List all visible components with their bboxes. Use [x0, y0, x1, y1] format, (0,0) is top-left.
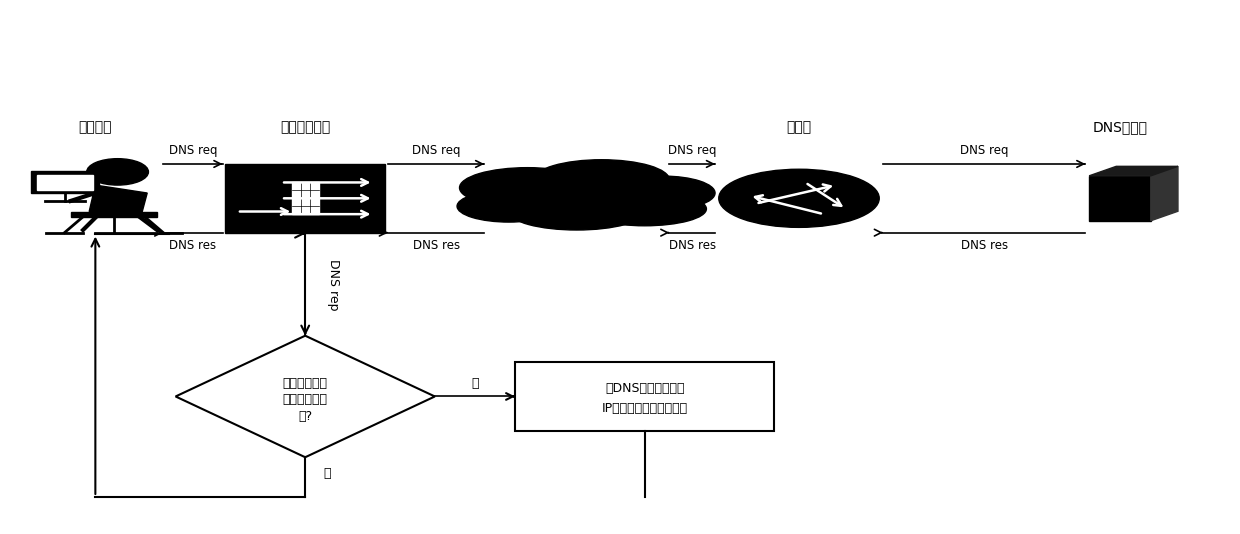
Ellipse shape: [460, 168, 595, 208]
Text: 将DNS响应报文中的: 将DNS响应报文中的: [605, 382, 684, 395]
Text: DNS req: DNS req: [960, 144, 1008, 157]
Text: DNS rep: DNS rep: [327, 259, 341, 310]
Bar: [291, 183, 319, 214]
Text: 中?: 中?: [298, 410, 312, 423]
Ellipse shape: [719, 169, 879, 227]
Bar: [515, 362, 774, 431]
Text: DNS req: DNS req: [169, 144, 217, 157]
Text: 否在匹配条件: 否在匹配条件: [283, 392, 327, 406]
Text: DNS res: DNS res: [961, 239, 1008, 253]
Ellipse shape: [533, 160, 670, 200]
Text: DNS res: DNS res: [668, 239, 715, 253]
Text: DNS服务器: DNS服务器: [1092, 120, 1147, 134]
Polygon shape: [89, 185, 148, 211]
Bar: [37, 175, 93, 191]
Text: 请求的域名是: 请求的域名是: [283, 377, 327, 390]
Text: 是: 是: [471, 377, 479, 390]
Ellipse shape: [611, 176, 715, 210]
Polygon shape: [71, 211, 157, 217]
Text: DNS res: DNS res: [413, 239, 460, 253]
Ellipse shape: [508, 193, 645, 230]
Circle shape: [87, 159, 149, 185]
Bar: [1089, 176, 1151, 221]
Polygon shape: [1151, 166, 1178, 221]
Ellipse shape: [502, 169, 676, 222]
Text: DNS req: DNS req: [668, 144, 717, 157]
Text: DNS req: DNS req: [412, 144, 460, 157]
Bar: [31, 171, 99, 193]
Polygon shape: [1089, 166, 1178, 176]
Text: 路由器: 路由器: [786, 120, 811, 134]
Bar: [224, 164, 386, 233]
Text: IP地址添加到匹配条件中: IP地址添加到匹配条件中: [601, 402, 688, 414]
Text: 用户终端: 用户终端: [78, 120, 112, 134]
Ellipse shape: [583, 192, 707, 226]
Text: DNS res: DNS res: [170, 239, 217, 253]
Text: 报文处理设备: 报文处理设备: [280, 120, 330, 134]
Text: 否: 否: [324, 467, 331, 480]
Ellipse shape: [458, 191, 560, 222]
